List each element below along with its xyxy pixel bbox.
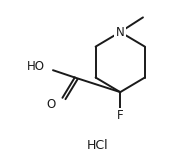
Text: HCl: HCl — [87, 139, 108, 152]
Text: N: N — [116, 26, 125, 38]
Text: O: O — [46, 98, 56, 111]
Text: HO: HO — [27, 60, 45, 73]
Text: F: F — [117, 109, 124, 122]
